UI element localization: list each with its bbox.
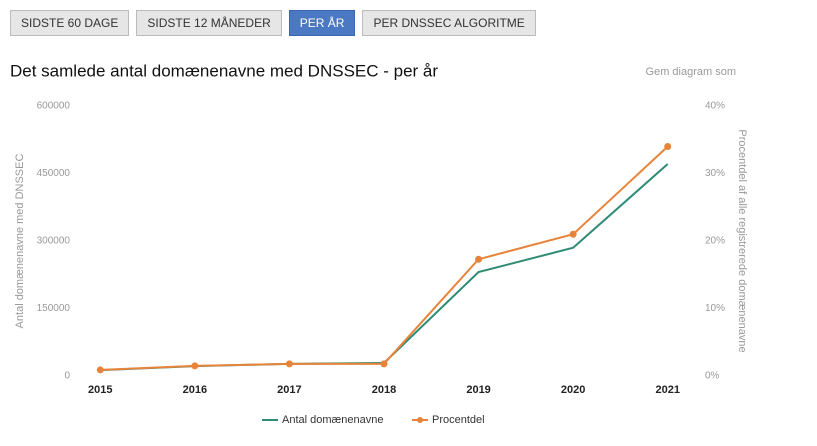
- save-button[interactable]: Gem diagram som: [646, 66, 736, 78]
- point: [191, 362, 199, 370]
- x-tick-label: 2021: [655, 384, 679, 396]
- point: [664, 143, 672, 150]
- y-tick-label: 600000: [37, 101, 71, 112]
- y2-tick-label: 40%: [705, 101, 725, 112]
- x-tick-label: 2016: [183, 384, 207, 396]
- tab[interactable]: SIDSTE 12 MÅNEDER: [136, 10, 282, 36]
- legend-label[interactable]: Antal domænenavne: [282, 414, 384, 426]
- point: [475, 255, 483, 263]
- y2-tick-label: 30%: [705, 168, 725, 179]
- chart-title: Det samlede antal domænenavne med DNSSEC…: [10, 61, 438, 80]
- point: [285, 360, 293, 368]
- y2-axis-label: Procentdel af alle registrerede domænena…: [736, 129, 748, 352]
- tab[interactable]: PER ÅR: [288, 10, 356, 36]
- tab[interactable]: PER DNSSEC ALGORITME: [362, 10, 536, 36]
- y2-tick-label: 10%: [705, 303, 725, 314]
- x-tick-label: 2019: [466, 384, 490, 396]
- x-tick-label: 2017: [277, 384, 301, 396]
- y2-tick-label: 20%: [705, 236, 725, 247]
- y2-tick-label: 0%: [705, 371, 720, 382]
- tab[interactable]: SIDSTE 60 DAGE: [10, 10, 130, 36]
- x-tick-label: 2015: [88, 384, 112, 396]
- x-tick-label: 2020: [561, 384, 585, 396]
- legend-marker: [417, 417, 423, 423]
- series-line: [100, 145, 669, 371]
- tab-bar: SIDSTE 60 DAGE SIDSTE 12 MÅNEDER PER ÅR PER…: [10, 10, 536, 36]
- y-tick-label: 150000: [37, 303, 71, 314]
- point: [380, 360, 388, 368]
- point: [569, 230, 577, 238]
- y-tick-label: 300000: [37, 236, 71, 247]
- y-tick-label: 0: [64, 371, 70, 382]
- y-axis-label: Antal domænenavne med DNSSEC: [14, 154, 26, 329]
- y-tick-label: 450000: [37, 168, 71, 179]
- legend-label[interactable]: Procentdel: [432, 414, 485, 426]
- series-line: [100, 163, 669, 372]
- point: [96, 366, 104, 374]
- x-tick-label: 2018: [372, 384, 396, 396]
